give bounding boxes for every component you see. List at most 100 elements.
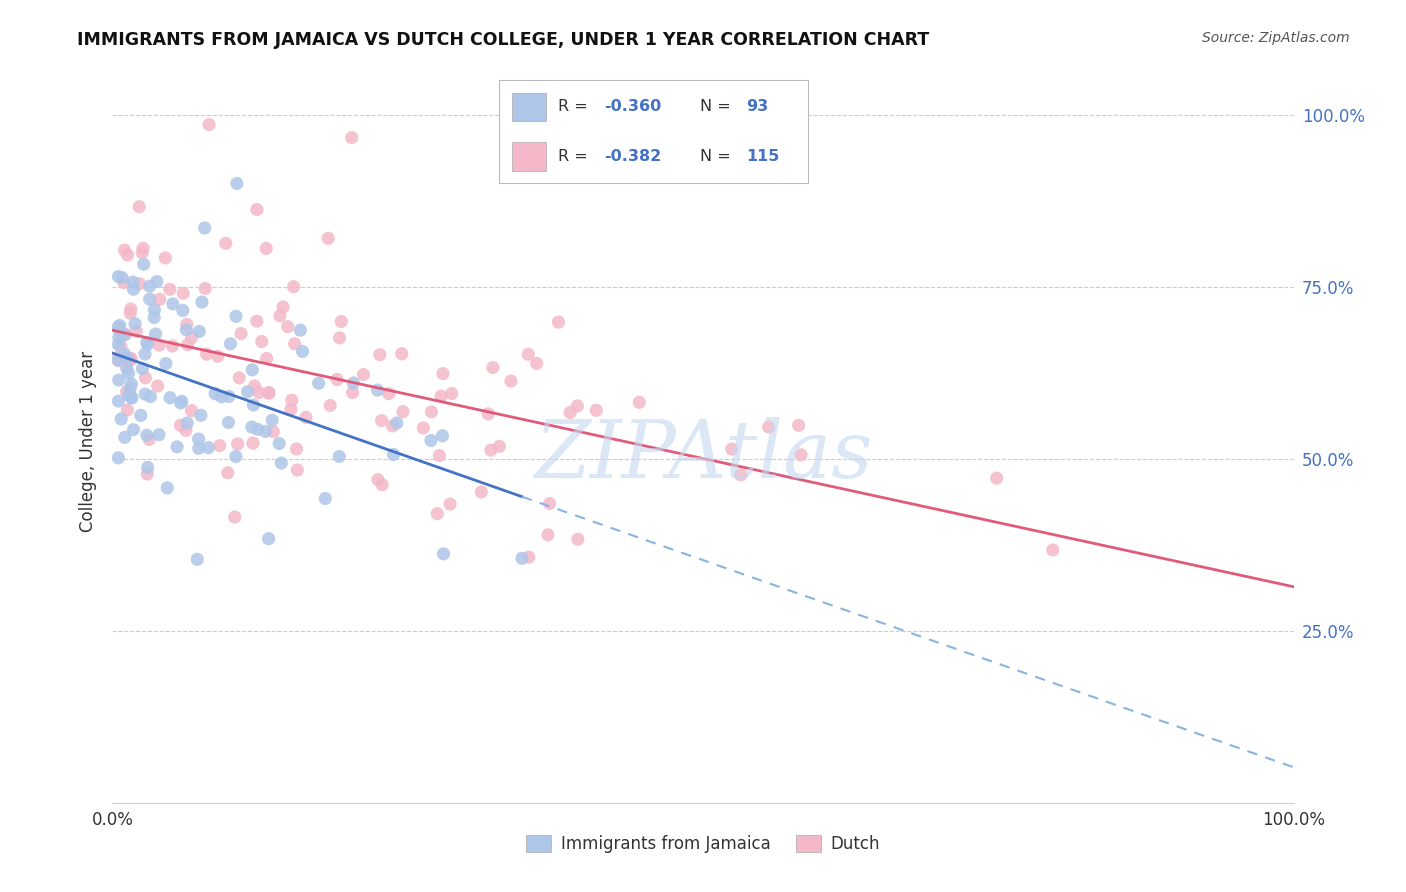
Point [269, 436, 291, 450]
Point [136, 337, 159, 351]
Point [169, 418, 191, 433]
Point [204, 386, 226, 401]
Point [155, 251, 177, 265]
Text: Source: ZipAtlas.com: Source: ZipAtlas.com [1202, 31, 1350, 45]
Text: N =: N = [700, 149, 737, 164]
Point [730, 467, 752, 482]
Point [145, 326, 167, 341]
Text: IMMIGRANTS FROM JAMAICA VS DUTCH COLLEGE, UNDER 1 YEAR CORRELATION CHART: IMMIGRANTS FROM JAMAICA VS DUTCH COLLEGE… [77, 31, 929, 49]
Point [176, 337, 198, 351]
Point [257, 385, 280, 400]
Point [280, 402, 302, 417]
Point [176, 416, 198, 430]
Point [120, 351, 142, 366]
Text: -0.360: -0.360 [605, 99, 662, 114]
Point [120, 377, 142, 392]
Point [132, 257, 155, 271]
Point [567, 399, 589, 413]
Point [432, 428, 454, 442]
Point [479, 443, 502, 458]
Point [170, 394, 193, 409]
Point [191, 295, 214, 310]
Point [180, 331, 202, 345]
Point [326, 372, 349, 386]
Point [219, 336, 242, 351]
Point [146, 379, 169, 393]
Point [121, 391, 143, 405]
Point [308, 376, 330, 391]
Point [122, 275, 145, 289]
Point [517, 550, 540, 565]
Point [295, 410, 318, 425]
Point [758, 420, 780, 434]
Point [159, 391, 181, 405]
Point [367, 473, 389, 487]
Text: -0.382: -0.382 [605, 149, 662, 164]
Point [107, 394, 129, 409]
Point [155, 357, 177, 371]
Point [787, 418, 810, 433]
Point [190, 409, 212, 423]
Point [391, 347, 413, 361]
Point [194, 221, 217, 235]
Point [110, 412, 132, 426]
Point [228, 371, 250, 385]
Point [430, 389, 453, 403]
Point [440, 386, 463, 401]
Point [138, 433, 160, 447]
Point [240, 363, 263, 377]
Point [115, 384, 138, 399]
Point [128, 200, 150, 214]
Point [120, 306, 142, 320]
Point [143, 302, 166, 317]
Point [172, 286, 194, 301]
Point [368, 348, 391, 362]
Point [269, 309, 291, 323]
Point [385, 416, 408, 430]
Point [172, 303, 194, 318]
Point [510, 551, 533, 566]
Point [477, 407, 499, 421]
Point [342, 385, 364, 400]
Point [270, 456, 292, 470]
Point [132, 241, 155, 255]
Point [367, 383, 389, 397]
Point [538, 497, 561, 511]
Point [281, 393, 304, 408]
Text: R =: R = [558, 149, 593, 164]
Point [432, 367, 454, 381]
Point [117, 248, 139, 262]
Point [187, 432, 209, 446]
Point [283, 279, 305, 293]
Point [115, 361, 138, 376]
Point [432, 547, 454, 561]
Point [225, 450, 247, 464]
Point [149, 293, 172, 307]
Text: ZIPAtlas: ZIPAtlas [534, 417, 872, 495]
Point [420, 405, 443, 419]
Point [114, 243, 136, 257]
Point [254, 425, 277, 439]
Point [246, 314, 269, 328]
Point [488, 439, 510, 453]
Point [426, 507, 449, 521]
Point [291, 344, 314, 359]
Point [585, 403, 607, 417]
Point [257, 532, 280, 546]
Point [146, 275, 169, 289]
Point [240, 420, 263, 434]
Point [378, 386, 401, 401]
Point [197, 441, 219, 455]
Point [246, 422, 269, 436]
Point [1042, 543, 1064, 558]
Point [330, 314, 353, 328]
Point [139, 390, 162, 404]
Point [517, 347, 540, 361]
Point [224, 510, 246, 524]
Point [115, 351, 138, 365]
Point [107, 373, 129, 387]
Point [115, 357, 138, 371]
Point [120, 301, 142, 316]
Point [107, 353, 129, 368]
Text: 93: 93 [747, 99, 769, 114]
